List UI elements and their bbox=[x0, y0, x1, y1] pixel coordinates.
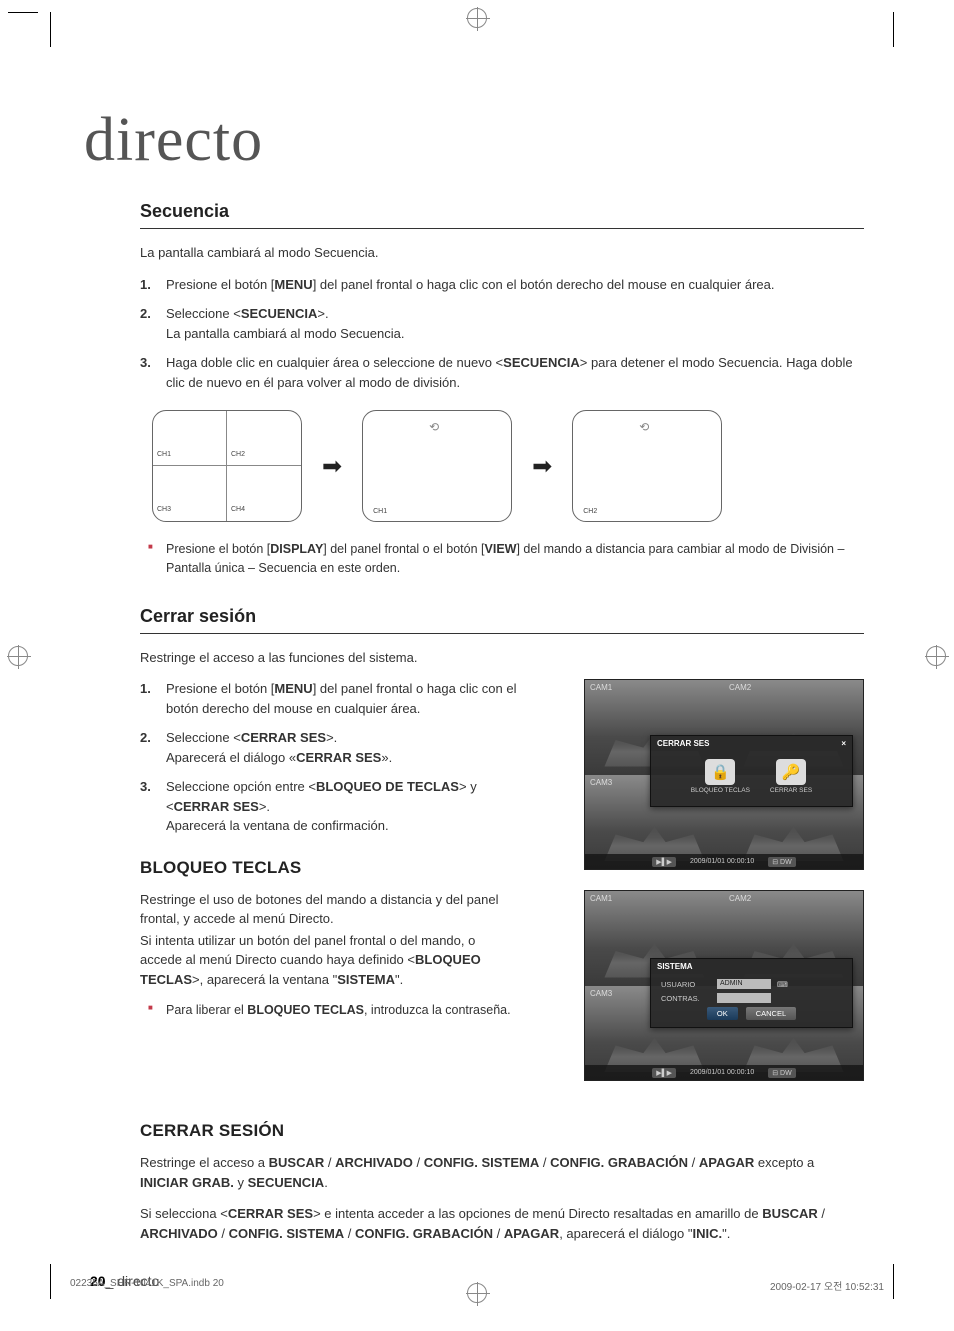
print-timestamp: 2009-02-17 오전 10:52:31 bbox=[770, 1278, 884, 1293]
steps-list-cerrar: Presione el botón [MENU] del panel front… bbox=[140, 679, 520, 836]
left-col: Presione el botón [MENU] del panel front… bbox=[140, 679, 566, 1101]
quad-ch2: CH2 bbox=[227, 411, 301, 466]
dialog-form: USUARIO ADMIN ⌨ CONTRAS. OK CANCEL bbox=[651, 974, 852, 1025]
step-c2: Seleccione <CERRAR SES>.Aparecerá el diá… bbox=[140, 728, 520, 767]
user-label: USUARIO bbox=[661, 980, 711, 989]
page-container: directo Secuencia La pantalla cambiará a… bbox=[0, 0, 954, 1331]
step-c1: Presione el botón [MENU] del panel front… bbox=[140, 679, 520, 718]
ok-button[interactable]: OK bbox=[707, 1007, 738, 1020]
pass-field[interactable] bbox=[717, 993, 771, 1003]
cam-label: CAM2 bbox=[729, 894, 751, 903]
content-area: Secuencia La pantalla cambiará al modo S… bbox=[90, 201, 864, 1243]
option-cerrar[interactable]: 🔑 CERRAR SES bbox=[770, 759, 812, 794]
bloqueo-p2: Si intenta utilizar un botón del panel f… bbox=[140, 931, 520, 990]
intro-cerrar: Restringe el acceso a las funciones del … bbox=[140, 648, 864, 668]
dvr-screenshot-cerrar: CAM1 CAM2 CAM3 CERRAR SES × 🔒 BLOQUEO TECL… bbox=[584, 679, 864, 870]
cerrar-p1: Restringe el acceso a BUSCAR / ARCHIVADO… bbox=[140, 1153, 864, 1192]
step-3: Haga doble clic en cualquier área o sele… bbox=[140, 353, 864, 392]
dialog-sistema: SISTEMA USUARIO ADMIN ⌨ CONTRAS. OK CANCEL bbox=[650, 958, 853, 1028]
close-icon[interactable]: × bbox=[841, 739, 846, 748]
option-label: CERRAR SES bbox=[770, 787, 812, 794]
right-col: CAM1 CAM2 CAM3 CERRAR SES × 🔒 BLOQUEO TECL… bbox=[584, 679, 864, 1101]
user-field[interactable]: ADMIN bbox=[717, 979, 771, 989]
cam-label: CAM3 bbox=[590, 778, 612, 787]
lock-icon: 🔒 bbox=[705, 759, 735, 785]
loop-icon bbox=[639, 418, 655, 428]
dialog-title: CERRAR SES bbox=[657, 739, 709, 748]
section-title-cerrar: Cerrar sesión bbox=[140, 606, 864, 634]
status-bar: ▶▌▶ 2009/01/01 00:00:10 ⊟ DW bbox=[585, 854, 863, 869]
keyboard-icon[interactable]: ⌨ bbox=[777, 980, 788, 989]
option-label: BLOQUEO TECLAS bbox=[691, 787, 750, 794]
bloqueo-bullet: Para liberar el BLOQUEO TECLAS, introduz… bbox=[140, 1001, 520, 1020]
dvr-screenshot-sistema: CAM1 CAM2 CAM3 SISTEMA USUARIO ADMIN ⌨ CON… bbox=[584, 890, 864, 1081]
section-title-secuencia: Secuencia bbox=[140, 201, 864, 229]
print-meta-footer: 02235A_SHR-1041K_SPA.indb 20 2009-02-17 … bbox=[70, 1278, 884, 1293]
pass-label: CONTRAS. bbox=[661, 994, 711, 1003]
cancel-button[interactable]: CANCEL bbox=[746, 1007, 796, 1020]
arrow-icon: ➡ bbox=[532, 452, 552, 481]
dw-status-icon: ⊟ DW bbox=[768, 857, 795, 867]
cam-label: CAM1 bbox=[590, 683, 612, 692]
form-row-user: USUARIO ADMIN ⌨ bbox=[661, 979, 842, 989]
steps-list-secuencia: Presione el botón [MENU] del panel front… bbox=[140, 275, 864, 393]
timestamp: 2009/01/01 00:00:10 bbox=[690, 1069, 754, 1076]
form-row-pass: CONTRAS. bbox=[661, 993, 842, 1003]
quad-ch3: CH3 bbox=[153, 466, 227, 521]
quad-ch1: CH1 bbox=[153, 411, 227, 466]
step-c3: Seleccione opción entre <BLOQUEO DE TECL… bbox=[140, 777, 520, 836]
single-ch-label: CH1 bbox=[373, 508, 387, 515]
arrow-icon: ➡ bbox=[322, 452, 342, 481]
monitor-diagram: CH1 CH2 CH3 CH4 ➡ CH1 ➡ CH2 bbox=[152, 410, 864, 522]
bloqueo-p1: Restringe el uso de botones del mando a … bbox=[140, 890, 520, 929]
key-icon: 🔑 bbox=[776, 759, 806, 785]
cam-label: CAM3 bbox=[590, 989, 612, 998]
status-bar: ▶▌▶ 2009/01/01 00:00:10 ⊟ DW bbox=[585, 1065, 863, 1080]
dialog-body: 🔒 BLOQUEO TECLAS 🔑 CERRAR SES bbox=[651, 751, 852, 796]
cam-label: CAM1 bbox=[590, 894, 612, 903]
play-status-icon: ▶▌▶ bbox=[652, 857, 676, 867]
monitor-single-1: CH1 bbox=[362, 410, 512, 522]
dialog-cerrar-ses: CERRAR SES × 🔒 BLOQUEO TECLAS 🔑 CERRAR SES bbox=[650, 735, 853, 807]
intro-text: La pantalla cambiará al modo Secuencia. bbox=[140, 243, 864, 263]
cerrar-p2: Si selecciona <CERRAR SES> e intenta acc… bbox=[140, 1204, 864, 1243]
quad-ch4: CH4 bbox=[227, 466, 301, 521]
step-1: Presione el botón [MENU] del panel front… bbox=[140, 275, 864, 295]
dialog-title: SISTEMA bbox=[657, 962, 693, 971]
two-column-cerrar: Presione el botón [MENU] del panel front… bbox=[140, 679, 864, 1101]
dialog-header: CERRAR SES × bbox=[651, 736, 852, 751]
monitor-single-2: CH2 bbox=[572, 410, 722, 522]
step-2: Seleccione <SECUENCIA>.La pantalla cambi… bbox=[140, 304, 864, 343]
monitor-quad: CH1 CH2 CH3 CH4 bbox=[152, 410, 302, 522]
loop-icon bbox=[429, 418, 445, 428]
subheading-bloqueo: BLOQUEO TECLAS bbox=[140, 858, 566, 878]
chapter-title: directo bbox=[84, 105, 864, 176]
note-secuencia: Presione el botón [DISPLAY] del panel fr… bbox=[140, 540, 864, 578]
option-bloqueo[interactable]: 🔒 BLOQUEO TECLAS bbox=[691, 759, 750, 794]
timestamp: 2009/01/01 00:00:10 bbox=[690, 858, 754, 865]
play-status-icon: ▶▌▶ bbox=[652, 1068, 676, 1078]
print-filename: 02235A_SHR-1041K_SPA.indb 20 bbox=[70, 1278, 224, 1293]
dialog-buttons: OK CANCEL bbox=[661, 1007, 842, 1020]
dw-status-icon: ⊟ DW bbox=[768, 1068, 795, 1078]
dialog-header: SISTEMA bbox=[651, 959, 852, 974]
subheading-cerrar-sesion: CERRAR SESIÓN bbox=[140, 1121, 864, 1141]
single-ch-label: CH2 bbox=[583, 508, 597, 515]
cam-label: CAM2 bbox=[729, 683, 751, 692]
